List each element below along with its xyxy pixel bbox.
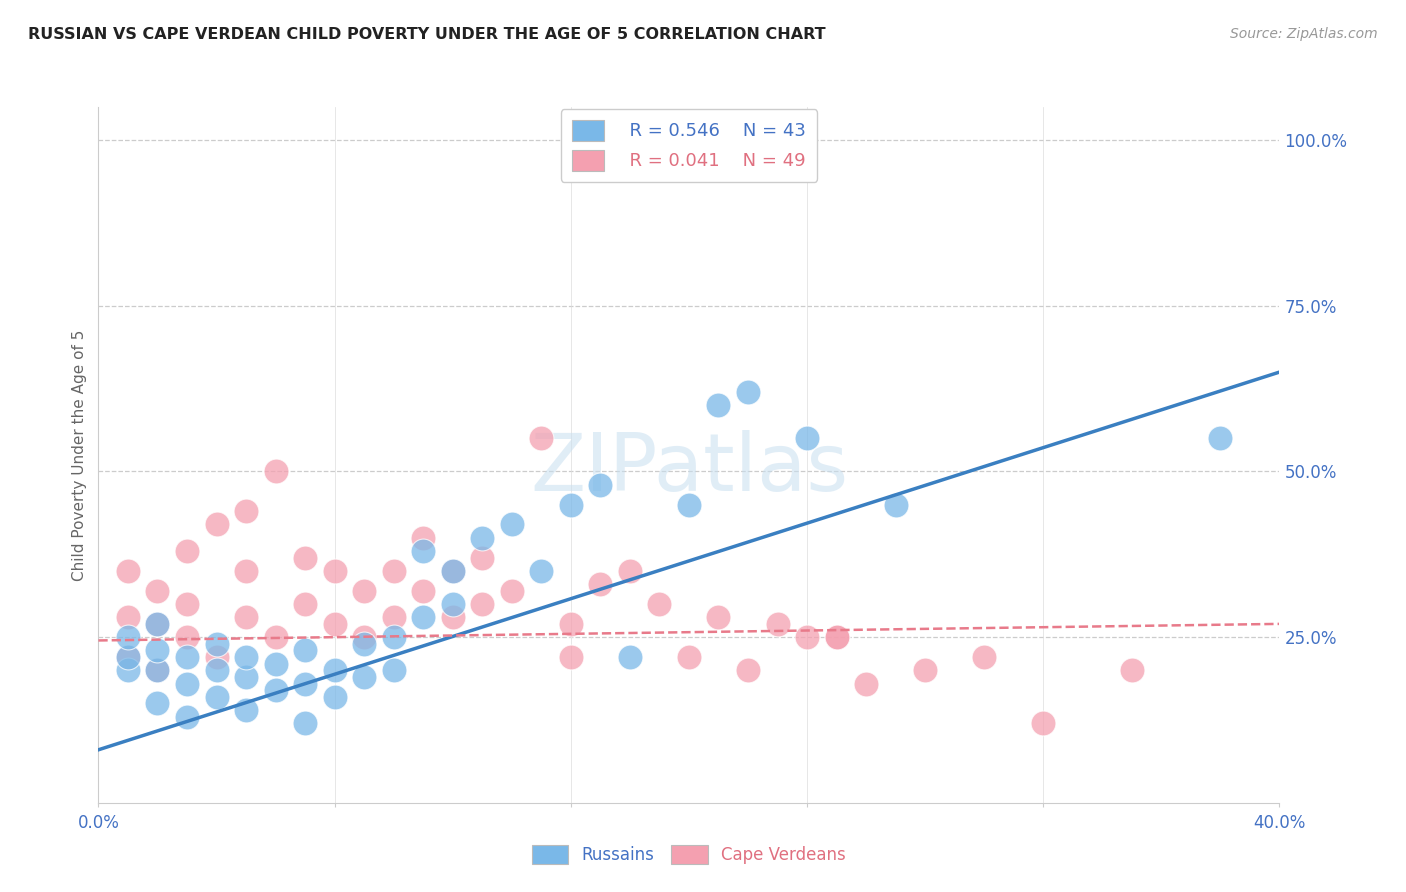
Point: [412, 544, 434, 558]
Point: [441, 564, 464, 578]
Point: [1032, 716, 1054, 731]
Point: [117, 663, 139, 677]
Point: [294, 597, 316, 611]
Point: [678, 650, 700, 665]
Point: [353, 637, 375, 651]
Point: [382, 564, 405, 578]
Point: [530, 431, 553, 445]
Point: [441, 597, 464, 611]
Point: [353, 630, 375, 644]
Point: [382, 663, 405, 677]
Text: ZIPatlas: ZIPatlas: [530, 430, 848, 508]
Point: [235, 650, 257, 665]
Point: [441, 610, 464, 624]
Point: [117, 650, 139, 665]
Point: [648, 597, 671, 611]
Point: [825, 630, 848, 644]
Point: [707, 398, 730, 412]
Point: [766, 616, 789, 631]
Point: [323, 564, 346, 578]
Point: [176, 650, 198, 665]
Text: RUSSIAN VS CAPE VERDEAN CHILD POVERTY UNDER THE AGE OF 5 CORRELATION CHART: RUSSIAN VS CAPE VERDEAN CHILD POVERTY UN…: [28, 27, 825, 42]
Point: [264, 630, 287, 644]
Point: [1121, 663, 1143, 677]
Point: [737, 384, 759, 399]
Point: [146, 663, 169, 677]
Point: [441, 564, 464, 578]
Point: [560, 650, 582, 665]
Point: [205, 517, 228, 532]
Point: [560, 616, 582, 631]
Legend: Russains, Cape Verdeans: Russains, Cape Verdeans: [524, 838, 853, 871]
Point: [323, 616, 346, 631]
Point: [264, 683, 287, 698]
Point: [855, 676, 877, 690]
Point: [796, 431, 818, 445]
Point: [176, 676, 198, 690]
Point: [117, 564, 139, 578]
Point: [264, 465, 287, 479]
Point: [294, 676, 316, 690]
Point: [117, 630, 139, 644]
Point: [235, 564, 257, 578]
Point: [501, 517, 523, 532]
Point: [471, 597, 494, 611]
Point: [471, 550, 494, 565]
Point: [176, 630, 198, 644]
Point: [117, 650, 139, 665]
Point: [884, 498, 907, 512]
Point: [205, 690, 228, 704]
Point: [353, 670, 375, 684]
Point: [973, 650, 995, 665]
Y-axis label: Child Poverty Under the Age of 5: Child Poverty Under the Age of 5: [72, 329, 87, 581]
Point: [146, 643, 169, 657]
Point: [707, 610, 730, 624]
Point: [678, 498, 700, 512]
Point: [235, 504, 257, 518]
Point: [412, 531, 434, 545]
Point: [235, 670, 257, 684]
Point: [825, 630, 848, 644]
Point: [205, 637, 228, 651]
Point: [235, 610, 257, 624]
Point: [589, 477, 612, 491]
Point: [146, 697, 169, 711]
Point: [176, 544, 198, 558]
Point: [1209, 431, 1232, 445]
Point: [264, 657, 287, 671]
Point: [117, 610, 139, 624]
Point: [176, 709, 198, 723]
Point: [205, 650, 228, 665]
Point: [619, 650, 641, 665]
Text: Source: ZipAtlas.com: Source: ZipAtlas.com: [1230, 27, 1378, 41]
Point: [471, 531, 494, 545]
Point: [176, 597, 198, 611]
Point: [146, 616, 169, 631]
Point: [560, 498, 582, 512]
Point: [737, 663, 759, 677]
Point: [412, 583, 434, 598]
Point: [294, 716, 316, 731]
Point: [146, 663, 169, 677]
Point: [205, 663, 228, 677]
Point: [619, 564, 641, 578]
Point: [294, 643, 316, 657]
Point: [235, 703, 257, 717]
Point: [146, 583, 169, 598]
Point: [382, 630, 405, 644]
Point: [412, 610, 434, 624]
Point: [353, 583, 375, 598]
Point: [146, 616, 169, 631]
Point: [589, 577, 612, 591]
Point: [501, 583, 523, 598]
Point: [796, 630, 818, 644]
Point: [530, 564, 553, 578]
Point: [323, 690, 346, 704]
Point: [914, 663, 936, 677]
Point: [382, 610, 405, 624]
Point: [323, 663, 346, 677]
Point: [294, 550, 316, 565]
